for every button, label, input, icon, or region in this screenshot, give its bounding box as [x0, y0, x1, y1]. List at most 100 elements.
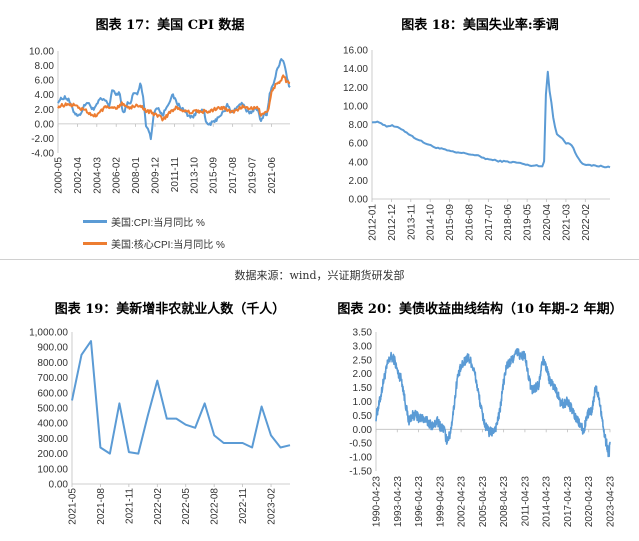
- x-tick-label: 2018-06: [503, 204, 514, 241]
- y-tick-label: 8.00: [35, 61, 55, 72]
- y-tick-label: 2.50: [353, 355, 373, 366]
- x-axis: 2012-01 2012-12 2013-11 2014-10 2015-09 2016-…: [368, 199, 592, 241]
- x-tick-label: 2019-07: [248, 157, 259, 194]
- chart-yield-spread-plot: -1.50 -1.00 -0.50 0.00 0.50 1.00 1.50 2.00 2.50 3…: [349, 328, 617, 528]
- y-tick-label: -1.50: [349, 467, 372, 478]
- x-tick-label: 2022-05: [181, 488, 192, 525]
- chart-unemployment: 图表 18：美国失业率:季调 0.00 2.00 4.00 6.00 8.00 10.00…: [320, 0, 639, 258]
- y-tick-label: 4.00: [349, 157, 369, 168]
- x-tick-label: 2022-08: [210, 488, 221, 525]
- legend-swatch: [83, 219, 107, 223]
- y-tick-label: -1.00: [349, 453, 372, 464]
- x-tick-label: 2021-06: [267, 157, 278, 194]
- x-tick-label: 2022-02: [153, 488, 164, 525]
- x-tick-label: 2020-04: [542, 204, 553, 241]
- series-line: [371, 70, 611, 169]
- y-tick-label: 400.00: [37, 419, 68, 430]
- series-line: [57, 74, 291, 122]
- y-tick-label: 10.00: [343, 101, 368, 112]
- x-axis: 1990-04-23 1993-04-23 1996-04-23 1999-04-23…: [372, 429, 617, 527]
- chart-legend: 美国:CPI:当月同比 % 美国:核心CPI:当月同比 %: [83, 210, 225, 254]
- x-tick-label: 2000-05: [54, 157, 65, 194]
- y-tick-label: 100.00: [37, 464, 68, 475]
- x-tick-label: 1990-04-23: [372, 476, 383, 528]
- y-tick-label: 700.00: [37, 373, 68, 384]
- x-tick-label: 2006-02: [112, 157, 123, 194]
- series-line: [71, 340, 291, 455]
- x-tick-label: 2012-01: [368, 204, 379, 241]
- legend-item-core-cpi: 美国:核心CPI:当月同比 %: [83, 232, 225, 254]
- x-tick-label: 2021-11: [124, 488, 135, 524]
- y-tick-label: 2.00: [349, 176, 369, 187]
- x-tick-label: 2015-09: [445, 204, 456, 241]
- y-tick-label: 600.00: [37, 388, 68, 399]
- x-tick-label: 2004-03: [92, 157, 103, 194]
- legend-label: 美国:CPI:当月同比 %: [111, 217, 205, 229]
- x-axis: 2021-05 2021-08 2021-11 2022-02 2022-05 2022-…: [68, 484, 278, 525]
- y-tick-label: 6.00: [349, 139, 369, 150]
- y-tick-label: 0.00: [35, 119, 55, 130]
- x-tick-label: 2008-01: [131, 157, 142, 194]
- y-tick-label: 1.50: [353, 383, 373, 394]
- y-tick-label: 800.00: [37, 358, 68, 369]
- x-tick-label: 2005-04-23: [478, 476, 489, 528]
- y-axis: 0.00 2.00 4.00 6.00 8.00 10.00 12.00 14.00 16.00: [343, 46, 368, 206]
- x-tick-label: 2009-12: [151, 157, 162, 194]
- x-tick-label: 2013-11: [406, 204, 417, 240]
- y-tick-label: 12.00: [343, 83, 368, 94]
- y-tick-label: 200.00: [37, 449, 68, 460]
- chart-cpi-plot: -4.00 -2.00 0.00 2.00 4.00 6.00 8.00 10.00 2000-…: [29, 47, 291, 194]
- y-tick-label: 3.00: [353, 341, 373, 352]
- legend-label: 美国:核心CPI:当月同比 %: [111, 239, 225, 251]
- y-tick-label: 6.00: [35, 76, 55, 87]
- y-tick-label: -2.00: [31, 134, 54, 145]
- y-tick-label: 1,000.00: [29, 328, 68, 339]
- x-tick-label: 1999-04-23: [435, 476, 446, 528]
- y-axis: -4.00 -2.00 0.00 2.00 4.00 6.00 8.00 10.00: [29, 47, 54, 160]
- x-tick-label: 2021-08: [96, 488, 107, 525]
- x-tick-label: 2020-04-23: [584, 476, 595, 528]
- x-tick-label: 2017-08: [228, 157, 239, 194]
- x-tick-label: 2014-04-23: [542, 476, 553, 528]
- y-tick-label: 900.00: [37, 343, 68, 354]
- y-tick-label: 0.50: [353, 411, 373, 422]
- x-tick-label: 2023-04-23: [606, 476, 617, 528]
- source-note: 数据来源：wind，兴证期货研发部: [234, 269, 405, 282]
- y-tick-label: 2.00: [353, 369, 373, 380]
- y-tick-label: 0.00: [349, 195, 369, 206]
- chart-nonfarm-plot: 0.00 100.00 200.00 300.00 400.00 500.00 600.00…: [29, 328, 291, 525]
- x-tick-label: 2016-08: [464, 204, 475, 241]
- x-tick-label: 2015-09: [209, 157, 220, 194]
- x-tick-label: 2022-02: [581, 204, 592, 241]
- x-tick-label: 2021-03: [561, 204, 572, 241]
- x-tick-label: 2021-05: [68, 488, 79, 525]
- y-tick-label: 500.00: [37, 404, 68, 415]
- y-tick-label: -0.50: [349, 439, 372, 450]
- x-tick-label: 1996-04-23: [414, 476, 425, 528]
- y-tick-label: 4.00: [35, 90, 55, 101]
- chart-nonfarm: 图表 19：美新增非农就业人数（千人） 0.00 100.00 200.00 300.…: [0, 290, 320, 541]
- x-tick-label: 2011-04-23: [520, 476, 531, 527]
- chart-title: 图表 19：美新增非农就业人数（千人）: [54, 302, 286, 317]
- x-tick-label: 2017-04-23: [563, 476, 574, 528]
- legend-item-cpi: 美国:CPI:当月同比 %: [83, 210, 225, 232]
- y-tick-label: 300.00: [37, 434, 68, 445]
- legend-swatch: [83, 241, 107, 245]
- x-tick-label: 2014-10: [426, 204, 437, 241]
- x-tick-label: 2012-12: [387, 204, 398, 241]
- y-tick-label: 10.00: [29, 47, 54, 58]
- series-line: [57, 58, 291, 141]
- x-tick-label: 2008-04-23: [499, 476, 510, 528]
- y-axis: 0.00 100.00 200.00 300.00 400.00 500.00 600.00…: [29, 328, 68, 491]
- y-tick-label: 8.00: [349, 120, 369, 131]
- chart-title: 图表 20：美债收益曲线结构（10 年期-2 年期）: [337, 302, 623, 317]
- y-tick-label: -4.00: [31, 149, 54, 160]
- divider: [0, 259, 639, 260]
- x-axis: 2000-05 2002-04 2004-03 2006-02 2008-01 2009-…: [54, 123, 278, 194]
- chart-unemployment-plot: 0.00 2.00 4.00 6.00 8.00 10.00 12.00 14.00 16.00…: [343, 46, 611, 241]
- x-tick-label: 2023-02: [267, 488, 278, 525]
- y-tick-label: 16.00: [343, 46, 368, 57]
- y-tick-label: 0.00: [353, 425, 373, 436]
- x-tick-label: 1993-04-23: [393, 476, 404, 528]
- x-tick-label: 2011-11: [170, 157, 181, 193]
